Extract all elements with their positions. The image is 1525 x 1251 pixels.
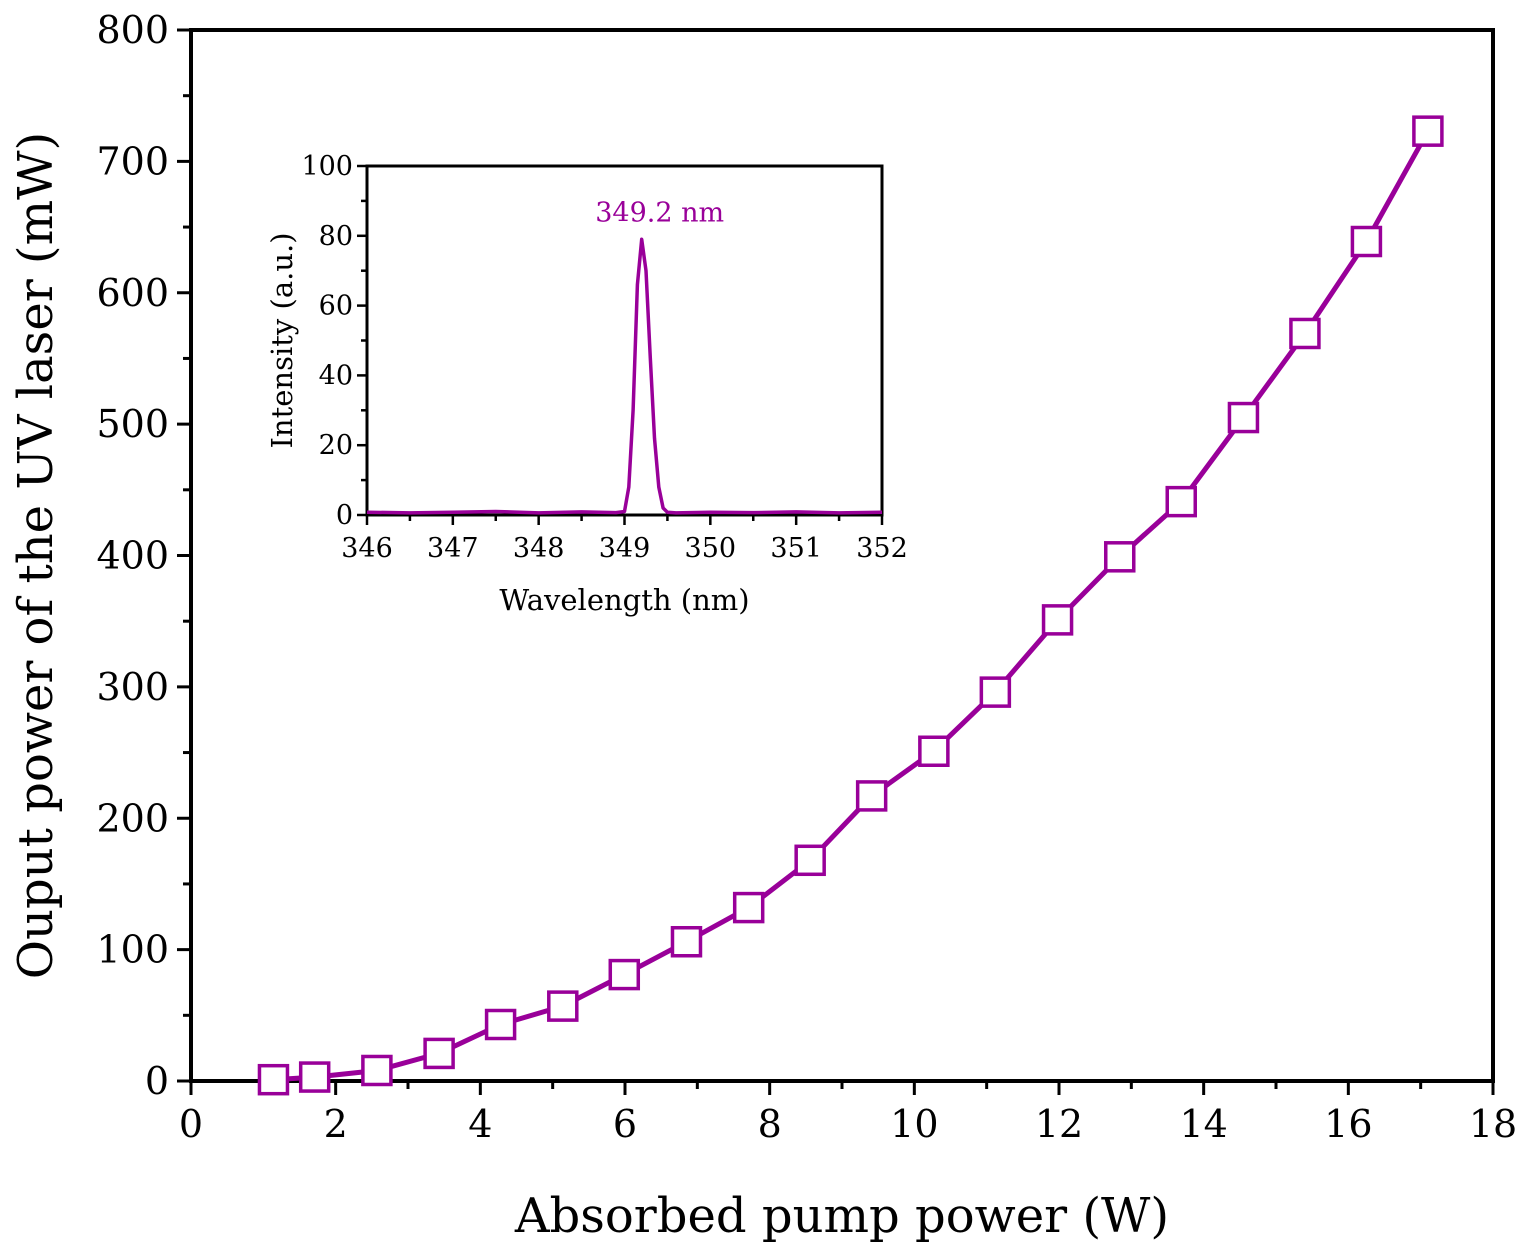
main-data-point [423,1037,455,1070]
main-x-axis-label: Absorbed pump power (W) [514,1188,1169,1244]
main-y-tick-label: 700 [96,139,169,183]
inset-y-tick-label: 60 [319,291,353,322]
main-y-tick-label: 100 [96,928,169,972]
main-data-point [979,676,1012,708]
main-y-axis-label: Ouput power of the UV laser (mW) [8,132,64,979]
inset-spectrum-line [366,237,883,515]
inset-x-tick-label: 350 [685,533,737,564]
main-y-tick-label: 200 [96,796,169,840]
main-x-tick-label: 2 [324,1102,348,1146]
main-data-point [361,1054,393,1087]
main-x-tick-labels: 0 2 4 6 8 10 12 14 16 18 [179,1102,1517,1146]
inset-x-tick-labels: 346 347 348 349 350 351 352 [341,533,908,564]
inset-y-tick-label: 40 [319,360,353,391]
main-data-point [1350,225,1383,258]
inset-y-tick-labels: 0 20 40 60 80 100 [301,151,353,531]
main-data-point [547,990,579,1022]
main-x-tick-label: 12 [1035,1102,1083,1146]
main-data-point [1104,541,1136,573]
inset-y-axis-label: Intensity (a.u.) [265,232,299,448]
main-data-point [794,844,826,877]
main-data-point [1165,485,1197,518]
inset-y-tick-label: 80 [319,221,353,252]
main-x-tick-label: 10 [890,1102,938,1146]
main-data-point [298,1061,331,1093]
peak-annotation: 349.2 nm [595,197,724,228]
main-data-point [484,1008,517,1041]
main-y-tick-labels: 0 100 200 300 400 500 600 700 800 [96,8,169,1103]
main-x-tick-label: 18 [1469,1102,1517,1146]
main-y-tick-label: 400 [96,534,169,578]
inset-x-tick-label: 346 [341,533,393,564]
inset-y-tick-label: 0 [336,500,353,531]
main-series-markers [257,115,1444,1096]
main-x-tick-label: 6 [613,1102,637,1146]
main-axis-ticks [177,28,1495,1095]
main-data-point [918,735,950,767]
inset-y-tick-label: 20 [319,430,353,461]
main-x-tick-label: 4 [468,1102,492,1146]
main-data-point [732,891,765,924]
main-data-point [1227,401,1260,434]
main-series-line [273,129,1431,1083]
inset-x-tick-label: 347 [427,533,479,564]
main-y-tick-label: 500 [96,402,169,446]
main-y-tick-label: 0 [145,1059,169,1103]
inset-x-tick-label: 349 [599,533,651,564]
inset-y-tick-label: 100 [301,151,353,182]
inset-chart: 346 347 348 349 350 351 352 0 20 40 60 80 100 349.2… [265,151,908,617]
inset-axis-ticks [357,164,884,525]
main-data-point [1412,115,1444,147]
main-chart: 0 2 4 6 8 10 12 14 16 18 010020030040050060070080… [8,8,1517,1244]
inset-x-tick-label: 351 [770,533,822,564]
main-x-tick-label: 16 [1324,1102,1372,1146]
main-data-point [670,925,703,958]
main-data-point [608,958,641,991]
main-x-tick-label: 0 [179,1102,203,1146]
main-y-tick-label: 300 [96,665,169,709]
inset-x-tick-label: 348 [513,533,565,564]
main-x-tick-label: 8 [758,1102,782,1146]
inset-x-tick-label: 352 [856,533,908,564]
main-y-tick-label: 800 [96,8,169,52]
main-data-point [1041,604,1074,636]
inset-x-axis-label: Wavelength (nm) [499,583,749,617]
main-x-tick-label: 14 [1179,1102,1227,1146]
main-data-point [855,780,888,812]
main-data-point [1289,317,1321,350]
main-data-point [257,1063,290,1096]
main-y-tick-label: 600 [96,271,169,315]
